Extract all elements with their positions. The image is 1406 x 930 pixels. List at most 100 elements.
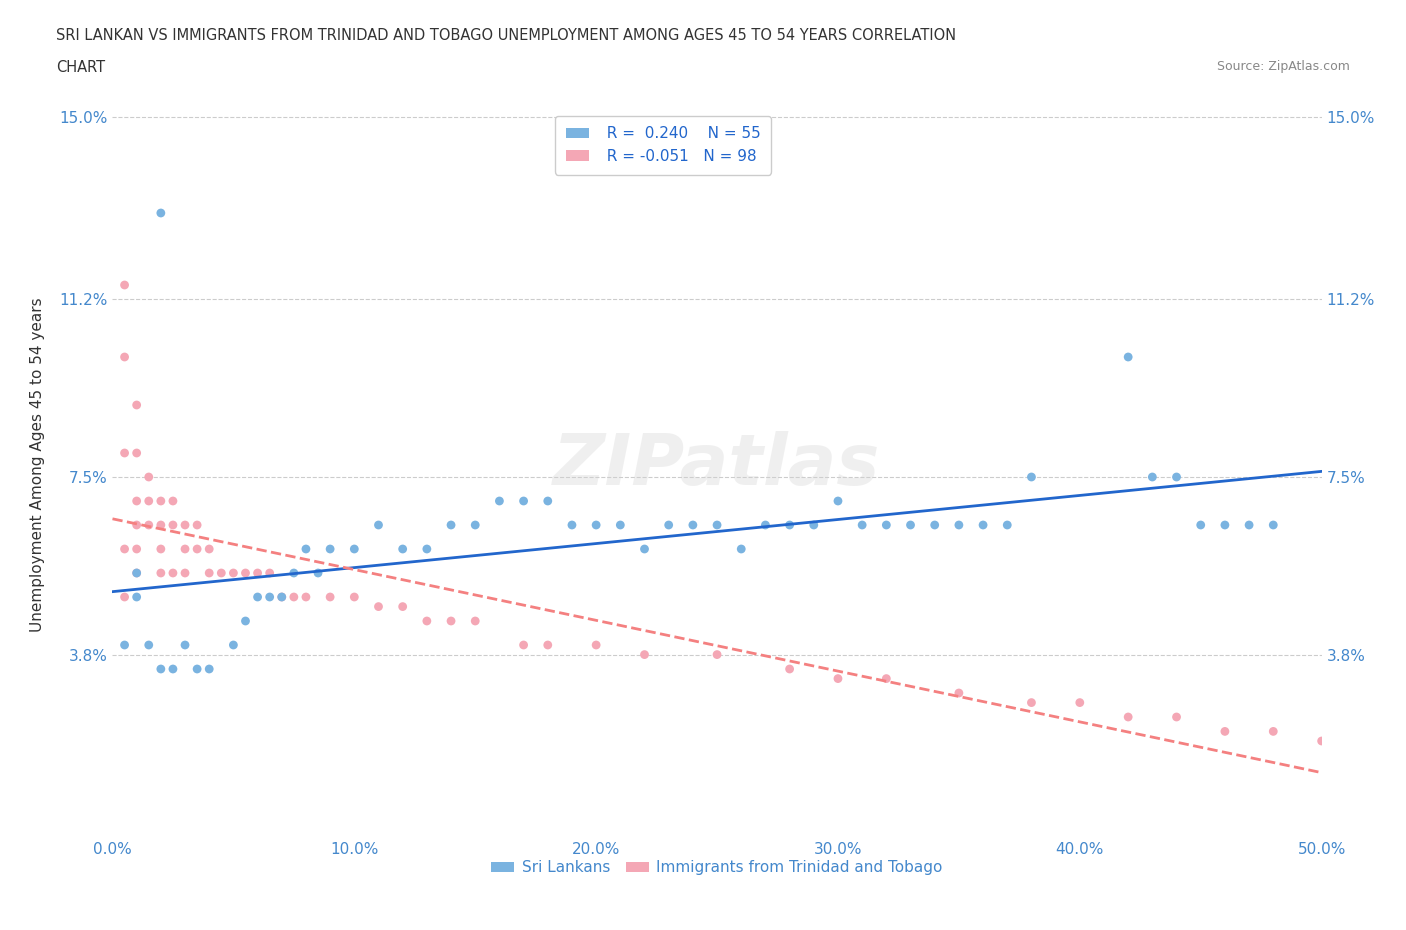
- Point: [682, 518, 704, 533]
- Point: [259, 565, 281, 580]
- Point: [149, 206, 172, 220]
- Point: [174, 541, 197, 556]
- Y-axis label: Unemployment Among Ages 45 to 54 years: Unemployment Among Ages 45 to 54 years: [31, 298, 45, 632]
- Point: [1116, 350, 1139, 365]
- Point: [561, 518, 583, 533]
- Point: [319, 541, 342, 556]
- Point: [186, 661, 208, 676]
- Point: [609, 518, 631, 533]
- Point: [125, 565, 148, 580]
- Point: [1263, 724, 1285, 738]
- Point: [1021, 470, 1043, 485]
- Point: [948, 518, 970, 533]
- Point: [875, 671, 897, 686]
- Point: [972, 518, 994, 533]
- Point: [186, 518, 208, 533]
- Point: [633, 541, 655, 556]
- Point: [1116, 710, 1139, 724]
- Point: [162, 518, 184, 533]
- Point: [416, 541, 439, 556]
- Text: SRI LANKAN VS IMMIGRANTS FROM TRINIDAD AND TOBAGO UNEMPLOYMENT AMONG AGES 45 TO : SRI LANKAN VS IMMIGRANTS FROM TRINIDAD A…: [56, 28, 956, 43]
- Point: [633, 647, 655, 662]
- Point: [1237, 518, 1260, 533]
- Point: [537, 638, 560, 653]
- Point: [827, 671, 849, 686]
- Point: [114, 350, 136, 365]
- Point: [585, 518, 607, 533]
- Point: [138, 638, 160, 653]
- Point: [222, 565, 245, 580]
- Point: [512, 638, 534, 653]
- Point: [162, 661, 184, 676]
- Point: [270, 590, 292, 604]
- Point: [295, 590, 318, 604]
- Point: [391, 541, 413, 556]
- Point: [114, 590, 136, 604]
- Point: [149, 565, 172, 580]
- Point: [186, 541, 208, 556]
- Point: [174, 518, 197, 533]
- Point: [900, 518, 922, 533]
- Point: [198, 541, 221, 556]
- Point: [416, 614, 439, 629]
- Point: [162, 565, 184, 580]
- Point: [537, 494, 560, 509]
- Point: [1213, 724, 1236, 738]
- Point: [222, 638, 245, 653]
- Point: [488, 494, 510, 509]
- Point: [235, 614, 257, 629]
- Point: [198, 565, 221, 580]
- Point: [138, 494, 160, 509]
- Point: [1021, 695, 1043, 710]
- Point: [585, 638, 607, 653]
- Point: [246, 590, 269, 604]
- Point: [367, 518, 389, 533]
- Text: Source: ZipAtlas.com: Source: ZipAtlas.com: [1216, 60, 1350, 73]
- Point: [851, 518, 873, 533]
- Point: [307, 565, 329, 580]
- Point: [174, 565, 197, 580]
- Point: [1310, 734, 1333, 749]
- Point: [138, 518, 160, 533]
- Point: [706, 647, 728, 662]
- Point: [125, 541, 148, 556]
- Point: [149, 541, 172, 556]
- Point: [658, 518, 681, 533]
- Point: [730, 541, 752, 556]
- Point: [995, 518, 1018, 533]
- Point: [138, 470, 160, 485]
- Point: [875, 518, 897, 533]
- Point: [512, 494, 534, 509]
- Point: [367, 599, 389, 614]
- Point: [1213, 518, 1236, 533]
- Point: [948, 685, 970, 700]
- Point: [125, 494, 148, 509]
- Point: [283, 590, 305, 604]
- Text: CHART: CHART: [56, 60, 105, 75]
- Point: [1142, 470, 1164, 485]
- Point: [114, 541, 136, 556]
- Point: [198, 661, 221, 676]
- Point: [125, 590, 148, 604]
- Point: [174, 638, 197, 653]
- Point: [162, 494, 184, 509]
- Point: [283, 565, 305, 580]
- Point: [827, 494, 849, 509]
- Point: [803, 518, 825, 533]
- Point: [779, 518, 801, 533]
- Point: [114, 638, 136, 653]
- Point: [114, 445, 136, 460]
- Point: [343, 541, 366, 556]
- Text: ZIPatlas: ZIPatlas: [554, 431, 880, 499]
- Point: [209, 565, 232, 580]
- Point: [343, 590, 366, 604]
- Point: [754, 518, 776, 533]
- Point: [259, 590, 281, 604]
- Point: [295, 541, 318, 556]
- Point: [1263, 518, 1285, 533]
- Point: [235, 565, 257, 580]
- Point: [440, 614, 463, 629]
- Point: [270, 590, 292, 604]
- Point: [149, 518, 172, 533]
- Point: [1166, 710, 1188, 724]
